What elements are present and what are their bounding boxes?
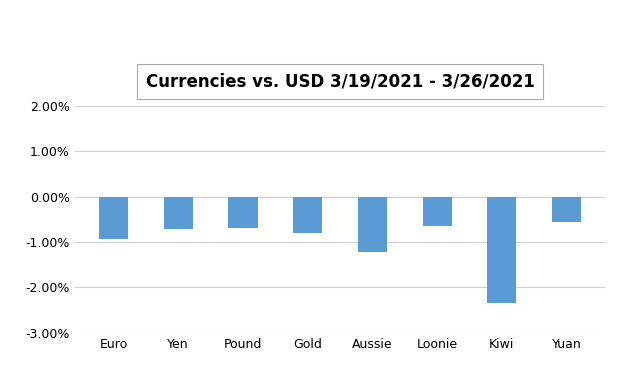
Title: Currencies vs. USD 3/19/2021 - 3/26/2021: Currencies vs. USD 3/19/2021 - 3/26/2021 (145, 73, 535, 90)
Bar (163, 197, 193, 229)
Bar (358, 197, 387, 252)
Bar (487, 197, 517, 303)
Bar (99, 197, 128, 239)
Bar (293, 197, 322, 233)
Bar (552, 197, 581, 222)
Bar (228, 197, 258, 228)
Bar (422, 197, 452, 226)
